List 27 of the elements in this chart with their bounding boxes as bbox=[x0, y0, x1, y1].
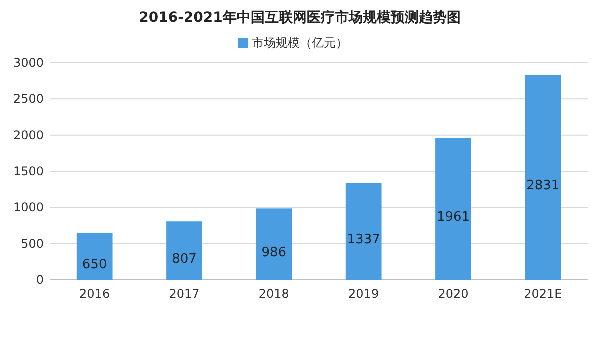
bar bbox=[256, 208, 292, 280]
data-label: 1961 bbox=[436, 210, 470, 226]
bar bbox=[346, 183, 382, 280]
y-tick-label: 1000 bbox=[13, 200, 44, 215]
data-label: 650 bbox=[82, 257, 108, 272]
chart-title: 2016-2021年中国互联网医疗市场规模预测趋势图 bbox=[139, 9, 461, 26]
y-tick-label: 1500 bbox=[13, 164, 44, 178]
bar bbox=[436, 138, 472, 280]
x-tick-label: 2019 bbox=[348, 287, 380, 301]
y-tick-label: 2000 bbox=[13, 128, 44, 142]
data-label: 986 bbox=[262, 245, 287, 260]
x-tick-label: 2016 bbox=[80, 287, 110, 301]
legend-label: 市场规模（亿元） bbox=[252, 36, 348, 50]
bar bbox=[76, 232, 113, 280]
y-tick-label: 500 bbox=[21, 236, 44, 251]
x-tick-label: 2020 bbox=[438, 287, 469, 301]
x-tick-label: 2017 bbox=[169, 287, 200, 301]
x-tick-label: 2021E bbox=[524, 287, 562, 301]
x-tick-label: 2018 bbox=[258, 287, 290, 301]
data-label: 807 bbox=[172, 252, 197, 267]
data-label: 1337 bbox=[347, 232, 380, 248]
data-label: 2831 bbox=[526, 178, 560, 194]
bar bbox=[525, 75, 562, 280]
y-tick-label: 3000 bbox=[13, 56, 44, 70]
y-tick-label: 2500 bbox=[13, 92, 44, 106]
y-tick-label: 0 bbox=[36, 273, 44, 287]
bar bbox=[166, 222, 202, 280]
